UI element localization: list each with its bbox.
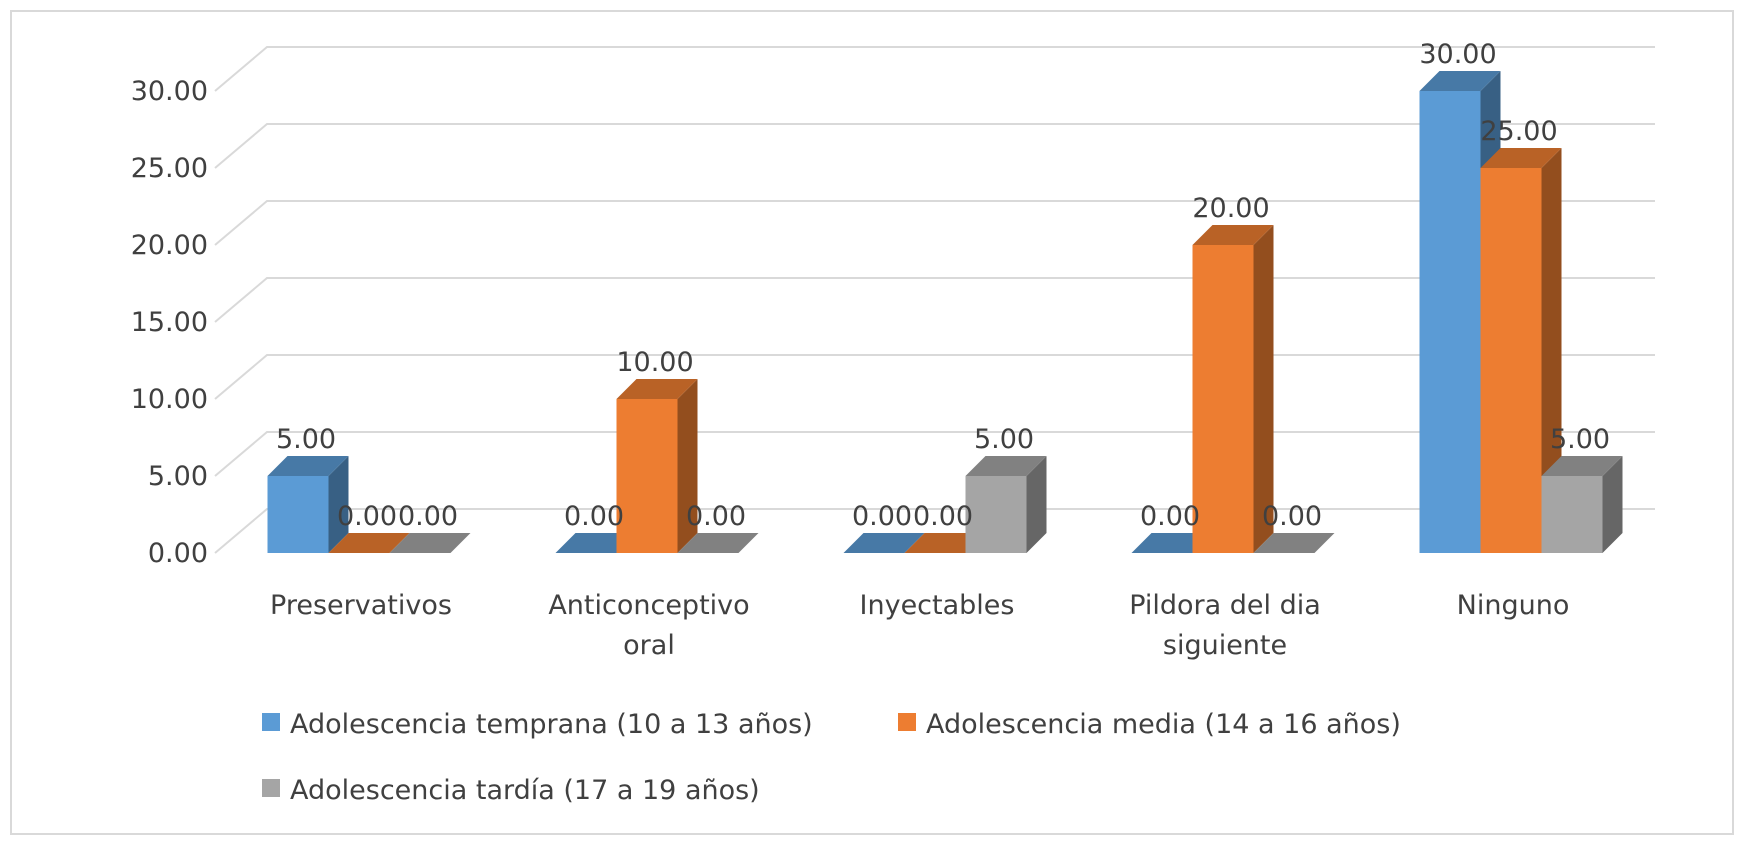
data-label: 0.00	[686, 501, 746, 532]
bar-side	[1253, 225, 1274, 553]
bar-side	[328, 456, 349, 553]
bar-top	[677, 533, 759, 553]
bar-top	[1192, 225, 1274, 245]
y-tick-label: 25.00	[131, 153, 208, 184]
bar-top	[555, 533, 637, 553]
x-tick-label: Pildora del dia	[1129, 590, 1321, 621]
gridline	[214, 508, 1655, 554]
bar-top	[1480, 148, 1562, 168]
bar	[965, 476, 1027, 553]
legend-label: Adolescencia temprana (10 a 13 años)	[290, 709, 813, 740]
bar-top	[1253, 533, 1335, 553]
y-tick-label: 15.00	[131, 307, 208, 338]
bar-top	[389, 533, 471, 553]
x-tick-label: Anticonceptivo	[548, 590, 749, 621]
data-label: 10.00	[616, 347, 693, 378]
data-label: 0.00	[913, 501, 973, 532]
bar-side	[1602, 456, 1623, 553]
gridline	[214, 354, 1655, 400]
data-label: 20.00	[1192, 193, 1269, 224]
bar-top	[1541, 456, 1623, 476]
bar	[267, 476, 329, 553]
data-label: 0.00	[564, 501, 624, 532]
bar-top	[843, 533, 925, 553]
bar-top	[965, 456, 1047, 476]
bar	[1192, 245, 1254, 553]
y-tick-label: 20.00	[131, 230, 208, 261]
bar-side	[1541, 148, 1562, 553]
data-label: 0.00	[1140, 501, 1200, 532]
bar-top	[616, 379, 698, 399]
legend-label: Adolescencia media (14 a 16 años)	[926, 709, 1401, 740]
data-label: 0.00	[398, 501, 458, 532]
bar	[1419, 91, 1481, 553]
data-label: 30.00	[1419, 39, 1496, 70]
legend-swatch	[262, 779, 280, 797]
bar-top	[1131, 533, 1213, 553]
bar-top	[328, 533, 410, 553]
x-tick-label: siguiente	[1163, 630, 1287, 661]
gridline	[214, 431, 1655, 477]
legend-swatch	[898, 713, 916, 731]
x-tick-label: Ninguno	[1457, 590, 1570, 621]
legend-swatch	[262, 713, 280, 731]
legend-label: Adolescencia tardía (17 a 19 años)	[290, 775, 760, 806]
bar	[1541, 476, 1603, 553]
bar-top	[904, 533, 986, 553]
y-tick-label: 0.00	[148, 538, 208, 569]
bar-top	[267, 456, 349, 476]
gridline	[214, 46, 1655, 92]
y-tick-label: 10.00	[131, 384, 208, 415]
data-label: 0.00	[1262, 501, 1322, 532]
bar-side	[677, 379, 698, 553]
bar-side	[1026, 456, 1047, 553]
data-label: 25.00	[1480, 116, 1557, 147]
y-tick-label: 30.00	[131, 76, 208, 107]
x-tick-label: Inyectables	[860, 590, 1015, 621]
data-label: 0.00	[337, 501, 397, 532]
y-tick-label: 5.00	[148, 461, 208, 492]
data-label: 5.00	[1550, 424, 1610, 455]
data-label: 5.00	[276, 424, 336, 455]
gridline	[214, 123, 1655, 169]
data-label: 5.00	[974, 424, 1034, 455]
gridline	[214, 277, 1655, 323]
data-label: 0.00	[852, 501, 912, 532]
x-tick-label: oral	[623, 630, 675, 661]
bar	[616, 399, 678, 553]
bar	[1480, 168, 1542, 553]
bar-top	[1419, 71, 1501, 91]
gridline	[214, 200, 1655, 246]
x-tick-label: Preservativos	[270, 590, 452, 621]
